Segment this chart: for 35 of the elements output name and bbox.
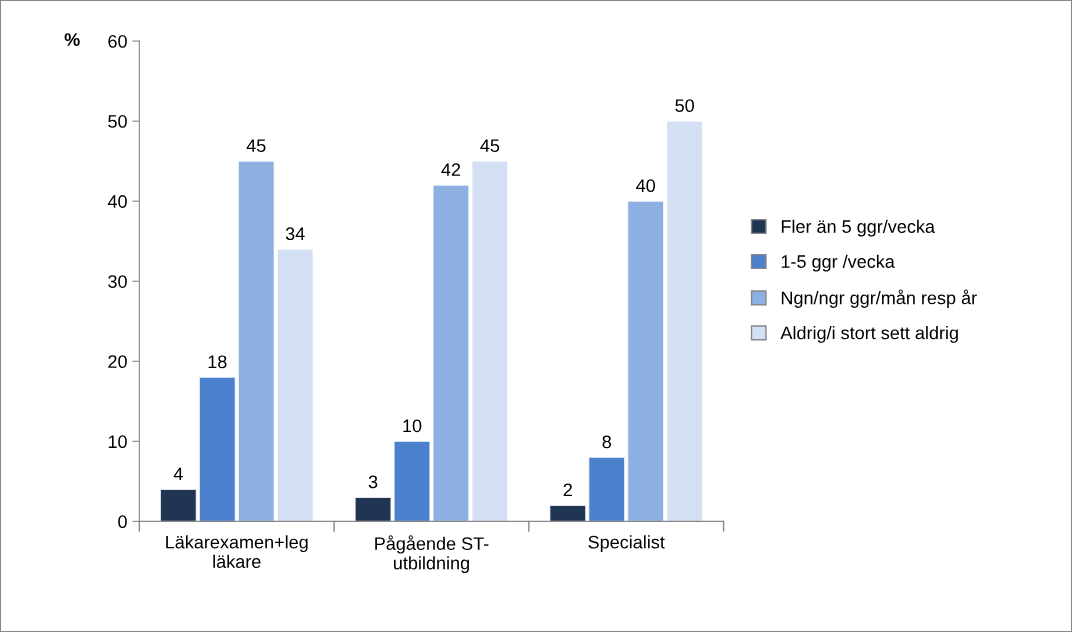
data-label: 45: [480, 139, 500, 153]
bar: [588, 456, 626, 522]
data-label: 50: [675, 99, 694, 113]
bar: [627, 200, 665, 522]
legend-label: Aldrig/i stort sett aldrig: [780, 326, 958, 343]
data-label: 3: [368, 475, 378, 489]
data-label: 10: [403, 419, 422, 433]
legend-label: Ngn/ngr ggr/mån resp år: [781, 289, 977, 308]
data-label: 42: [441, 163, 461, 176]
data-label: 40: [636, 179, 656, 193]
data-label: 18: [208, 355, 227, 369]
data-label: 34: [285, 227, 305, 241]
y-tick-label: 60: [108, 35, 127, 48]
bar: [198, 376, 236, 522]
legend-label: Fler än 5 ggr/vecka: [781, 219, 935, 237]
y-axis-title: %: [64, 33, 80, 46]
y-tick-label: 30: [108, 275, 127, 288]
data-label: 2: [563, 483, 572, 497]
bar: [666, 120, 703, 522]
x-tick-label: Läkarexamen+leg läkare: [166, 535, 308, 568]
bar: [549, 504, 587, 522]
data-label: 4: [173, 467, 183, 481]
data-label: 45: [246, 139, 266, 153]
data-label: 8: [602, 435, 611, 449]
y-tick-label: 10: [108, 435, 127, 449]
y-tick-label: 40: [107, 195, 127, 208]
bar: [237, 160, 275, 522]
x-tick-label: Specialist: [588, 535, 665, 553]
y-tick-label: 0: [118, 515, 127, 529]
y-tick-label: 20: [108, 355, 127, 369]
bar: [276, 248, 314, 522]
x-tick-label: Pågående ST-utbildning: [375, 535, 489, 574]
bar: [159, 488, 197, 522]
legend-label: 1-5 ggr /vecka: [781, 254, 895, 272]
y-tick-label: 50: [108, 115, 127, 128]
